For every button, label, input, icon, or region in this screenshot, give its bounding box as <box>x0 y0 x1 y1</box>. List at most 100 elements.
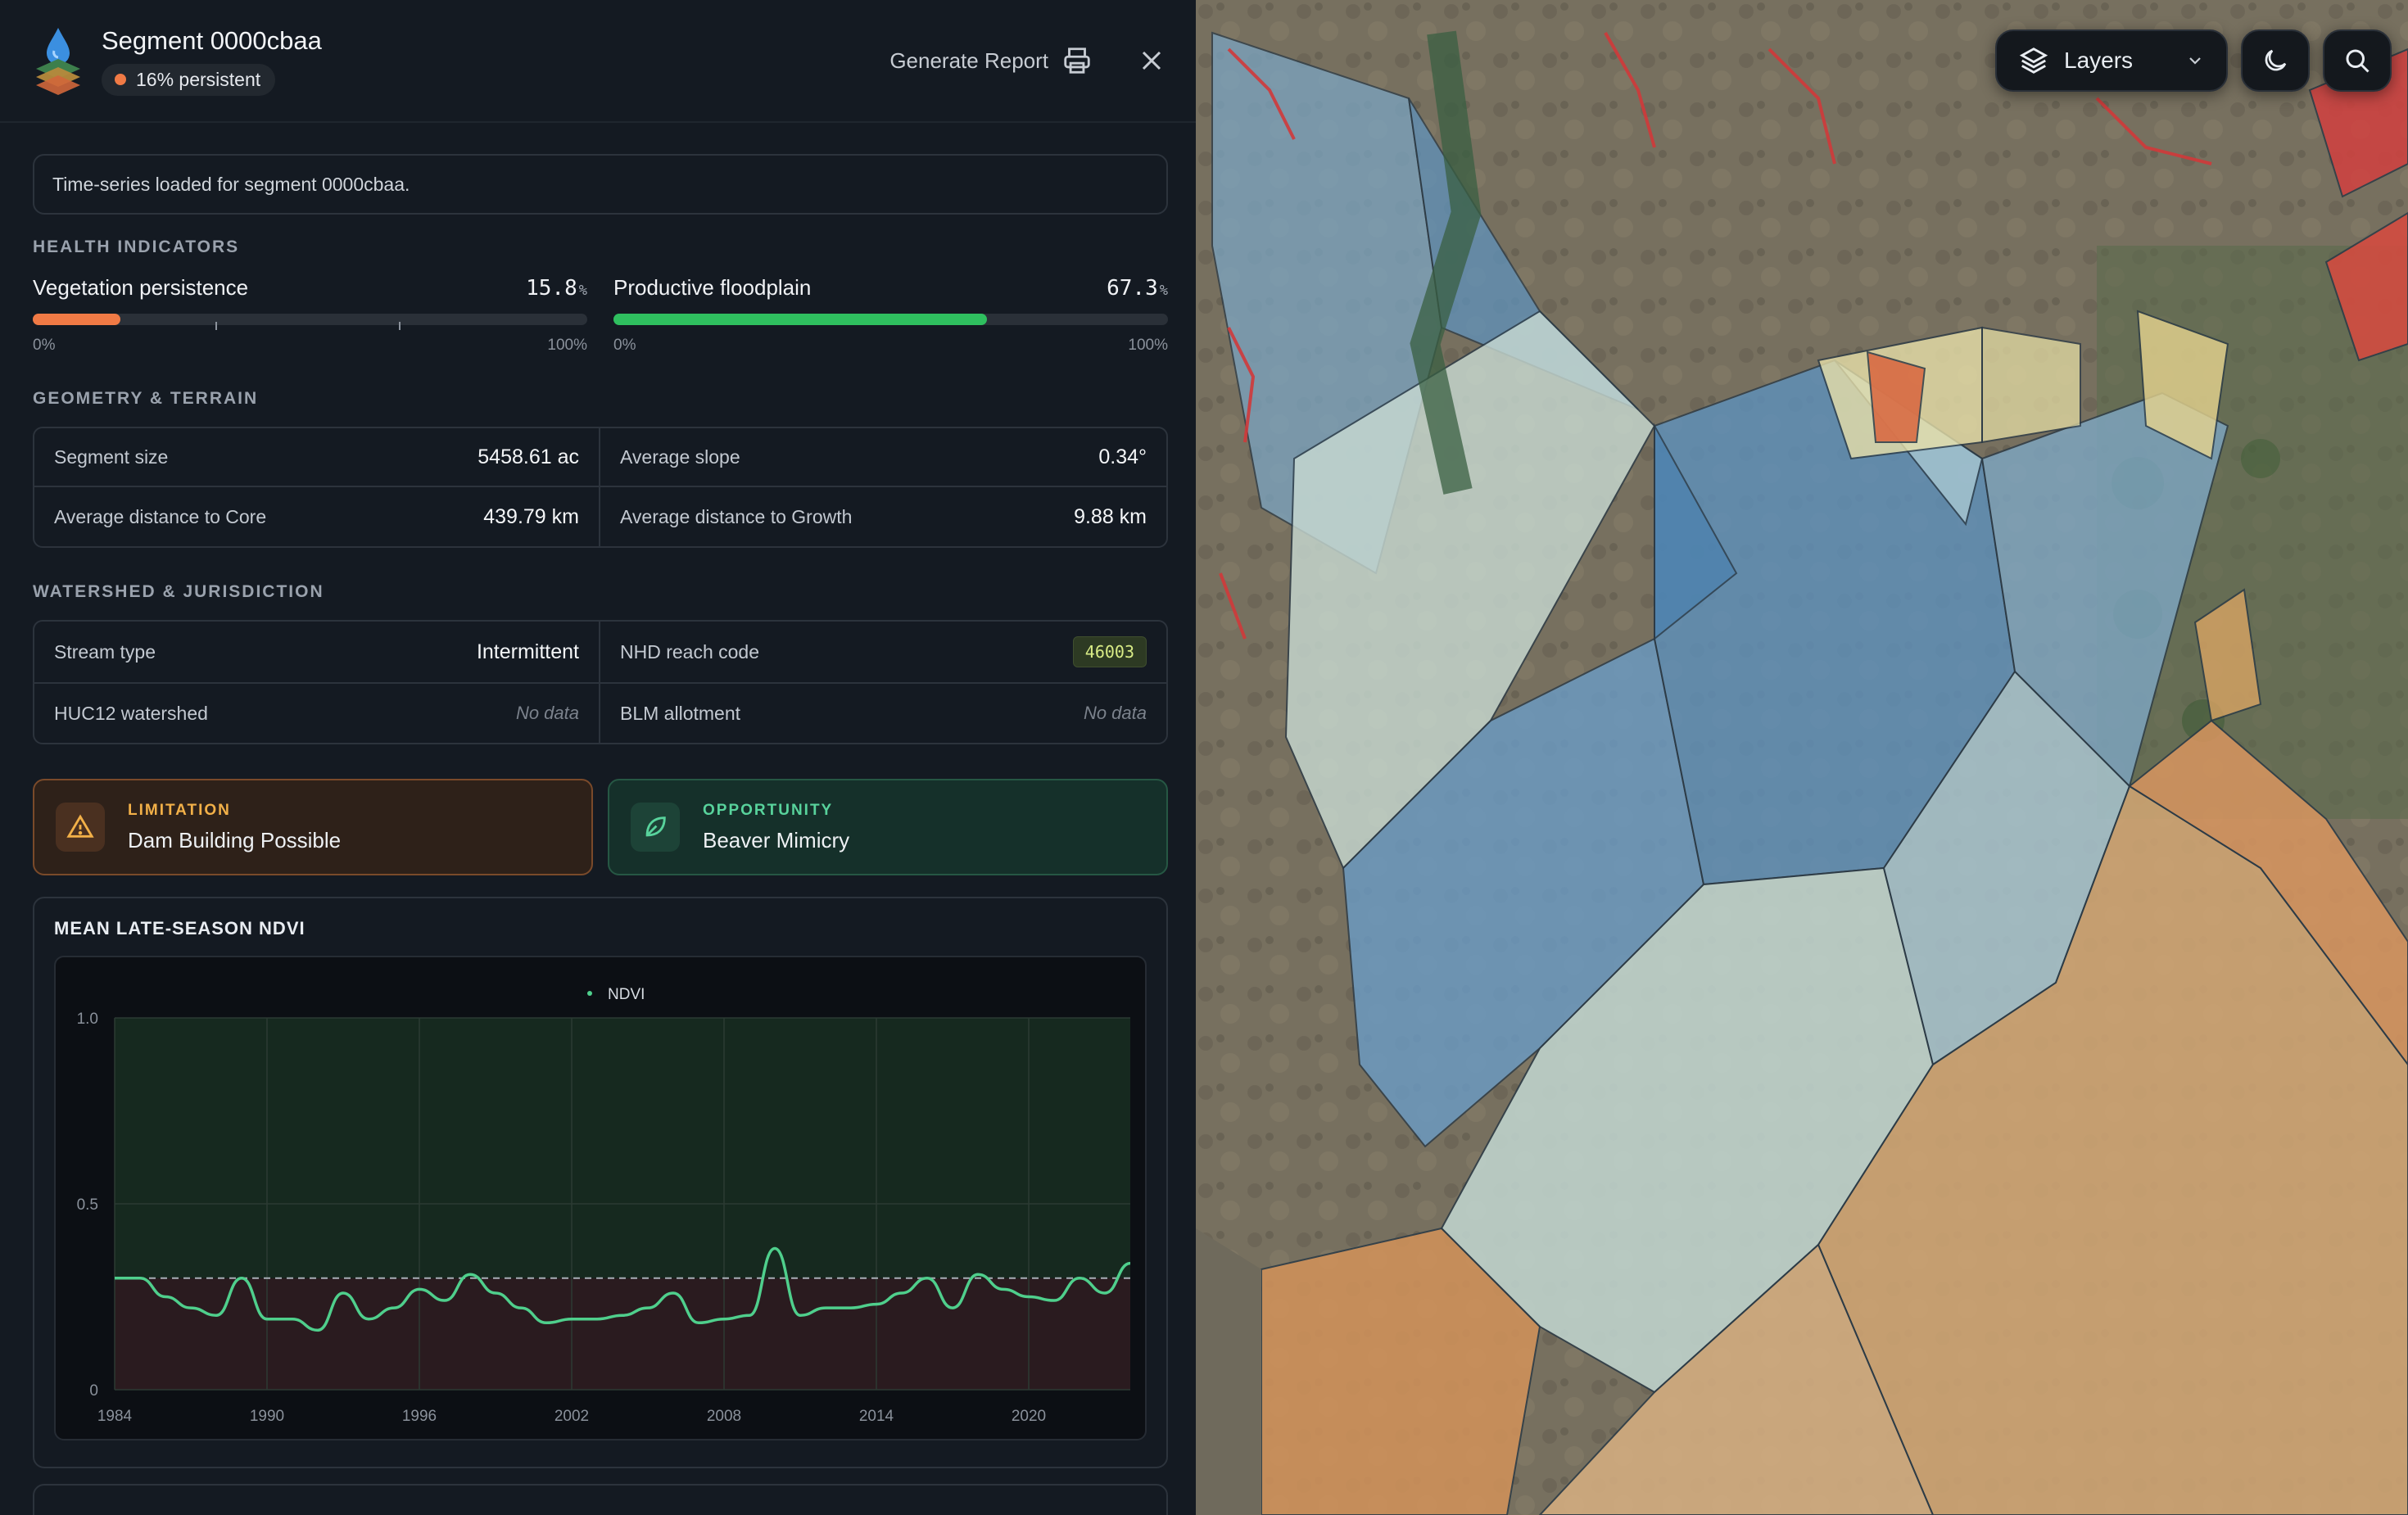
title-block: Segment 0000cbaa 16% persistent <box>102 26 889 96</box>
persistence-badge: 16% persistent <box>102 63 276 96</box>
limitation-label: LIMITATION <box>128 801 231 819</box>
y-tick-label: 0 <box>89 1382 98 1400</box>
vegetation-persistence-indicator: Vegetation persistence 15.8% 0% 100% <box>33 275 587 355</box>
average-slope-value: 0.34° <box>1098 445 1147 468</box>
persistence-badge-text: 16% persistent <box>136 68 261 90</box>
segment-title: Segment 0000cbaa <box>102 25 322 55</box>
ndvi-chart: 1984 1990 1996 2002 2008 2014 2020 0 0.5 1.0 NDVI <box>54 956 1147 1440</box>
scale-max: 100% <box>547 337 587 354</box>
x-tick-label: 2014 <box>859 1408 894 1425</box>
productive-floodplain-bar <box>613 314 1168 325</box>
x-tick-label: 2008 <box>707 1408 741 1425</box>
segment-polygon[interactable] <box>1980 391 2229 788</box>
ndvi-series-line <box>115 1246 1131 1332</box>
distance-core-value: 439.79 km <box>483 504 579 528</box>
productive-floodplain-indicator: Productive floodplain 67.3% 0% 100% <box>613 275 1168 355</box>
vegetation-persistence-label: Vegetation persistence <box>33 275 249 300</box>
geometry-table: Segment size 5458.61 ac Average slope 0.34… <box>33 427 1168 548</box>
segment-polygon[interactable] <box>1866 350 1926 443</box>
watershed-section-title: WATERSHED & JURISDICTION <box>33 582 324 601</box>
chevron-down-icon <box>2189 57 2201 65</box>
status-notice: Time-series loaded for segment 0000cbaa. <box>33 154 1168 215</box>
huc12-value: No data <box>515 703 579 723</box>
limitation-text: Dam Building Possible <box>128 827 342 852</box>
limitation-icon-box <box>56 803 105 852</box>
close-button[interactable] <box>1135 44 1168 77</box>
layers-label: Layers <box>2064 47 2134 73</box>
limitation-card: LIMITATION Dam Building Possible <box>33 779 593 875</box>
distance-core-cell: Average distance to Core 439.79 km <box>34 487 600 546</box>
legend-swatch <box>587 991 592 996</box>
blm-allotment-cell: BLM allotment No data <box>620 702 1147 724</box>
search-button[interactable] <box>2323 29 2392 92</box>
average-slope-cell: Average slope 0.34° <box>600 428 1166 487</box>
x-tick-label: 1990 <box>250 1408 284 1425</box>
moon-icon <box>2265 49 2287 71</box>
segment-size-value: 5458.61 ac <box>478 445 579 468</box>
segment-polygon[interactable] <box>2136 310 2229 460</box>
y-tick-label: 1.0 <box>77 1011 98 1028</box>
productive-floodplain-label: Productive floodplain <box>613 275 812 300</box>
geometry-section-title: GEOMETRY & TERRAIN <box>33 389 259 408</box>
x-tick-label: 1984 <box>97 1408 133 1425</box>
warning-icon <box>66 814 94 838</box>
health-indicators: Vegetation persistence 15.8% 0% 100% Pro… <box>33 275 1168 355</box>
segment-polygon[interactable] <box>2324 211 2408 362</box>
callouts: LIMITATION Dam Building Possible OPPORTU… <box>33 779 1168 875</box>
opportunity-card: OPPORTUNITY Beaver Mimicry <box>608 779 1168 875</box>
opportunity-text: Beaver Mimicry <box>703 827 850 852</box>
stream-type-value: Intermittent <box>476 640 579 663</box>
health-section-title: HEALTH INDICATORS <box>33 237 240 256</box>
map-canvas <box>1196 0 2408 1515</box>
map-controls: Layers <box>1995 29 2392 92</box>
terrain-patch <box>1196 1228 1261 1515</box>
next-section-card <box>33 1484 1168 1515</box>
nhd-reach-code-cell: NHD reach code 46003 <box>600 622 1166 684</box>
x-tick-label: 2020 <box>1012 1408 1046 1425</box>
opportunity-icon-box <box>631 803 680 852</box>
center-pivot-field <box>2241 439 2280 478</box>
search-icon <box>2346 49 2370 73</box>
leaf-icon <box>645 816 666 837</box>
app-logo-icon <box>36 28 80 95</box>
layers-icon <box>2019 47 2048 74</box>
vegetation-persistence-fill <box>33 314 120 325</box>
watershed-table: Stream type Intermittent NHD reach code 46… <box>33 620 1168 744</box>
bar-tick <box>398 322 401 330</box>
huc12-cell: HUC12 watershed No data <box>34 684 600 743</box>
scale-max: 100% <box>1128 337 1168 354</box>
generate-report-label: Generate Report <box>889 47 1048 73</box>
ndvi-chart-svg: 1984 1990 1996 2002 2008 2014 2020 0 0.5 1.0 NDVI <box>77 986 1131 1425</box>
distance-growth-value: 9.88 km <box>1074 504 1147 528</box>
panel-header: Segment 0000cbaa 16% persistent Generate… <box>0 0 1201 123</box>
productive-floodplain-value: 67.3% <box>1107 276 1168 301</box>
map-view[interactable]: Layers <box>1196 0 2408 1515</box>
theme-toggle-button[interactable] <box>2241 29 2310 92</box>
segment-polygon[interactable] <box>1538 1243 1935 1515</box>
segment-size-cell: Segment size 5458.61 ac <box>34 428 600 487</box>
stressed-zone <box>115 1278 1130 1390</box>
layers-dropdown[interactable]: Layers <box>1995 29 2228 92</box>
opportunity-label: OPPORTUNITY <box>703 801 834 819</box>
scale-min: 0% <box>613 337 636 354</box>
nhd-reach-code-badge: 46003 <box>1072 636 1147 667</box>
y-tick-label: 0.5 <box>77 1196 98 1214</box>
status-dot <box>115 74 126 85</box>
generate-report-button[interactable]: Generate Report <box>889 45 1093 76</box>
segment-polygon[interactable] <box>1654 423 1738 641</box>
ndvi-chart-card: MEAN LATE-SEASON NDVI 1984 1990 1996 2002 20… <box>33 897 1168 1468</box>
healthy-zone <box>115 1018 1130 1278</box>
scale-min: 0% <box>33 337 56 354</box>
segment-polygon[interactable] <box>2193 588 2262 722</box>
x-tick-label: 2002 <box>554 1408 589 1425</box>
vegetation-persistence-value: 15.8% <box>526 276 587 301</box>
vegetation-persistence-bar <box>33 314 587 330</box>
panel-content: Time-series loaded for segment 0000cbaa.… <box>0 123 1201 1468</box>
stream-type-cell: Stream type Intermittent <box>34 622 600 684</box>
printer-icon <box>1064 47 1090 74</box>
segment-polygon[interactable] <box>1981 326 2081 444</box>
legend-label: NDVI <box>608 986 645 1003</box>
ndvi-chart-title: MEAN LATE-SEASON NDVI <box>54 918 306 938</box>
x-tick-label: 1996 <box>402 1408 437 1425</box>
productive-floodplain-fill <box>613 314 987 325</box>
